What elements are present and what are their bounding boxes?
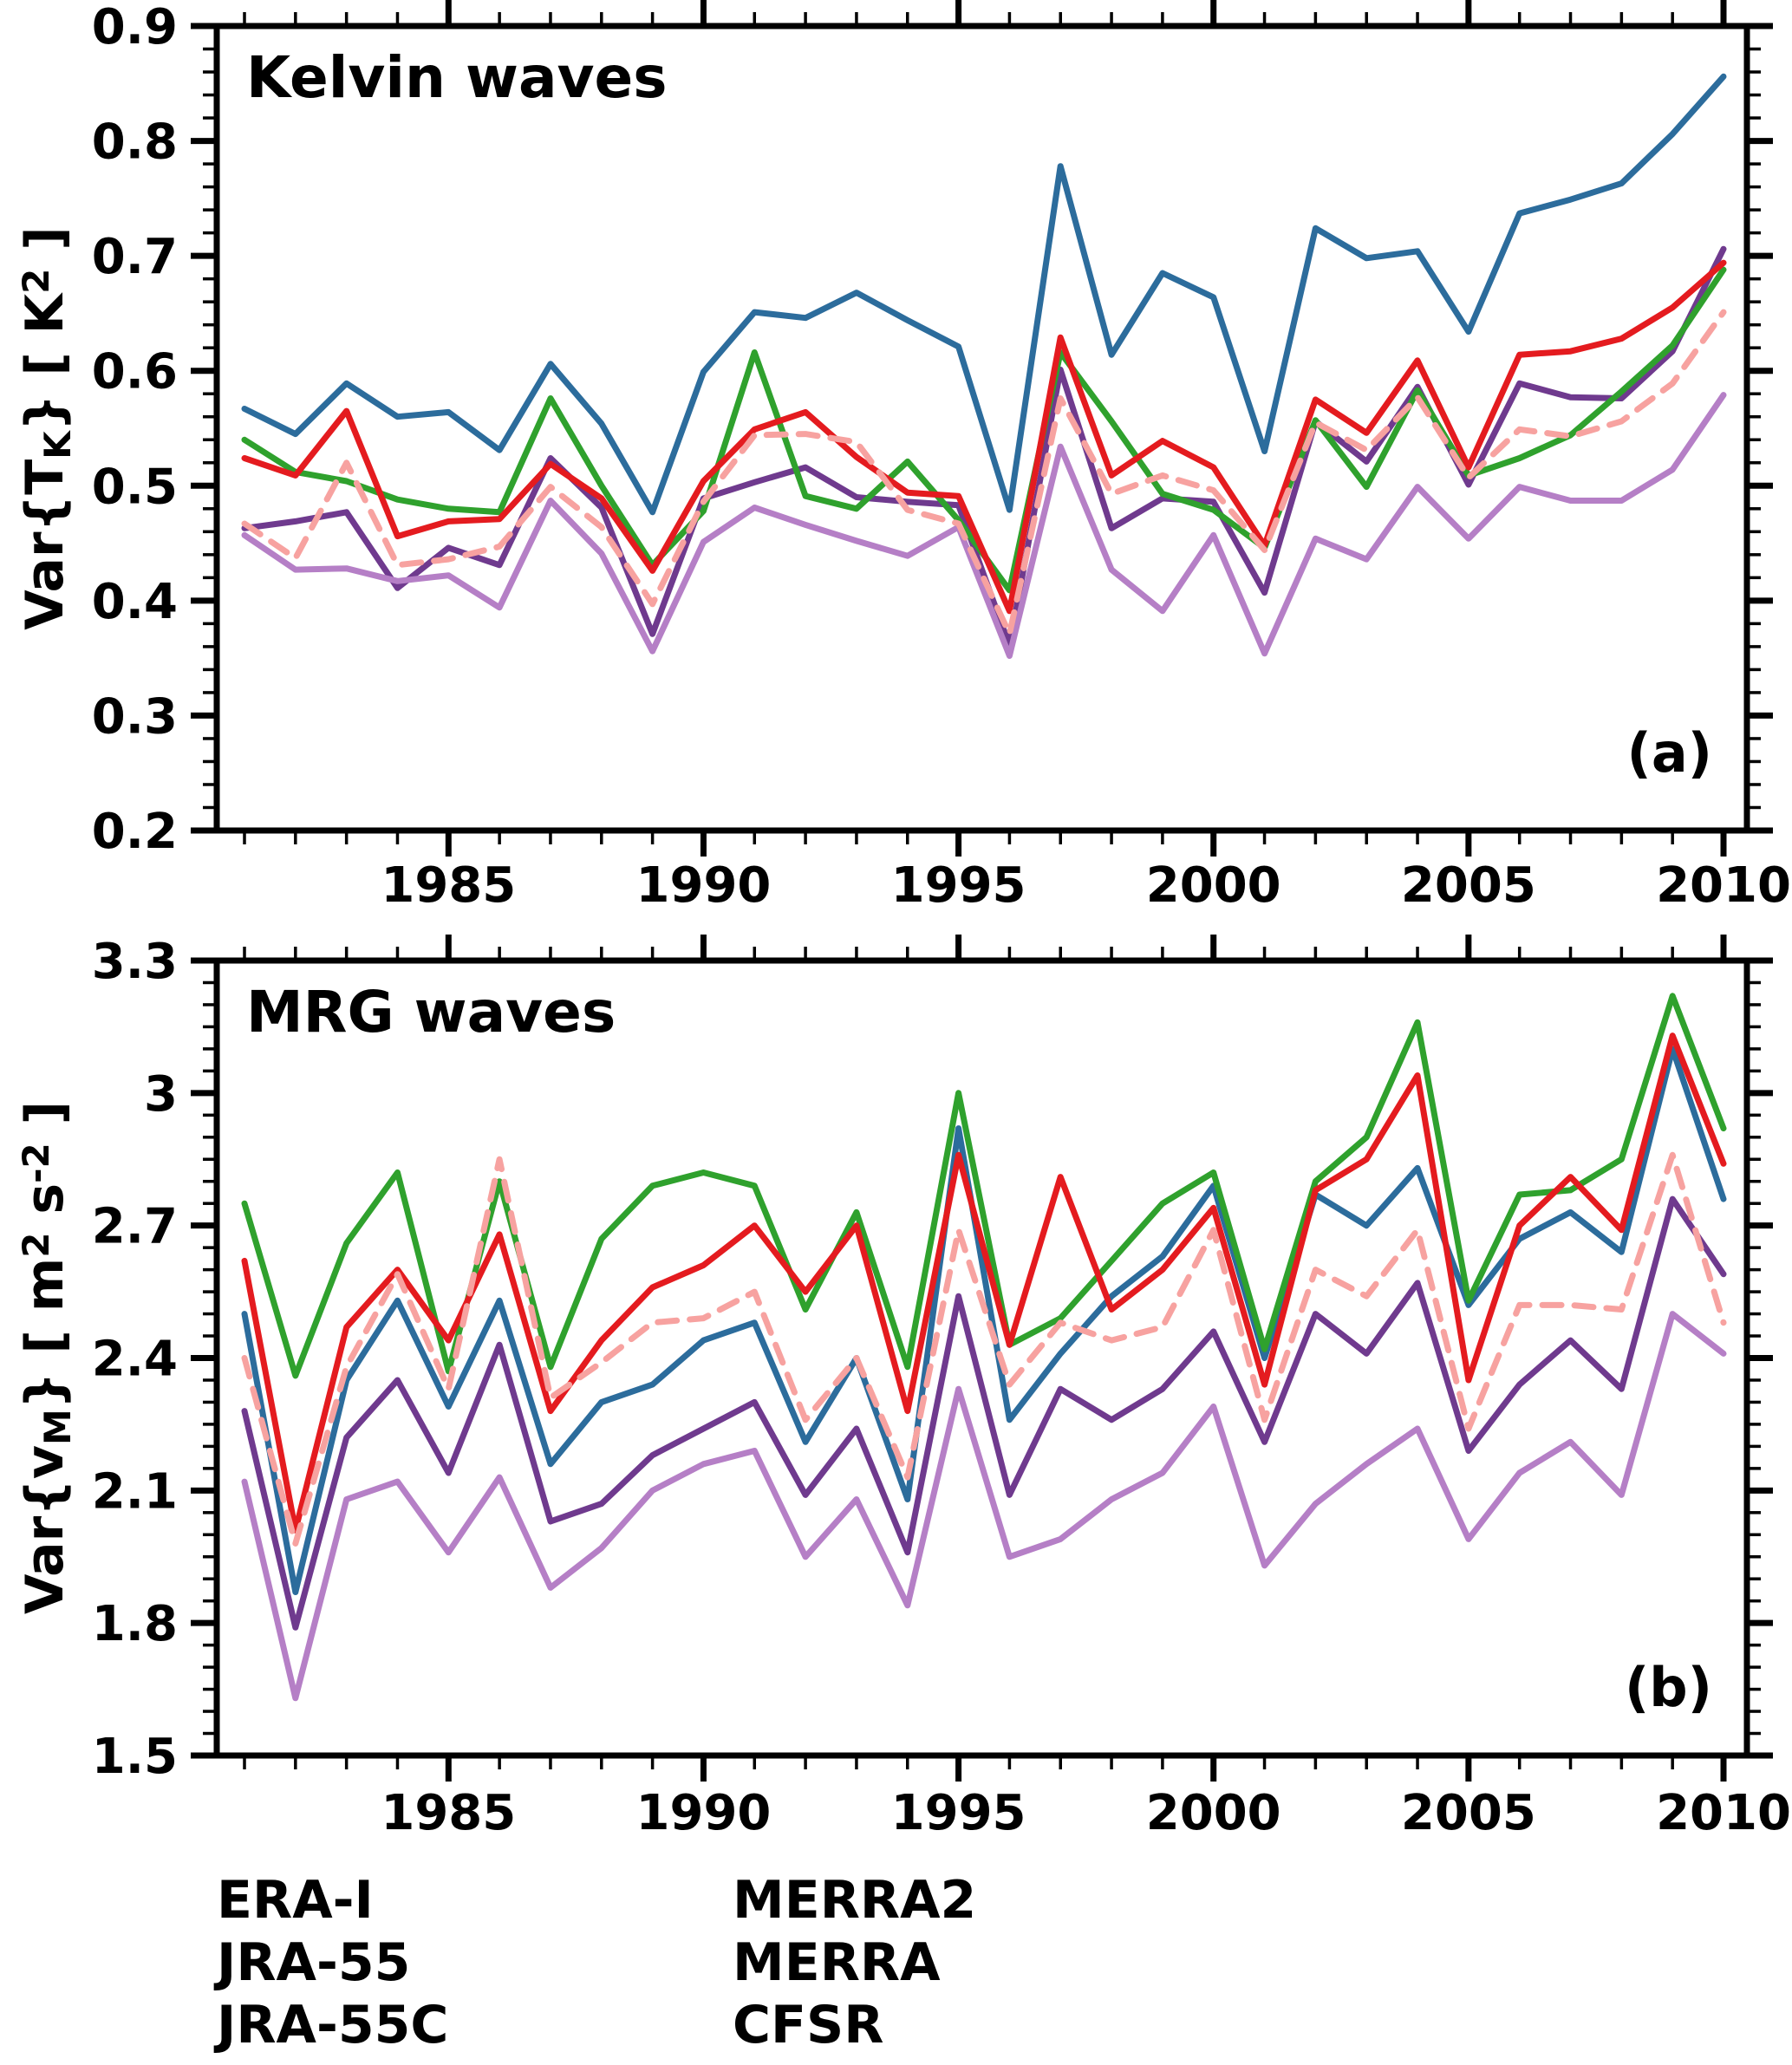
y-tick-label: 0.3 [92,688,178,745]
x-tick-label: 1995 [891,857,1026,914]
series-line-cfsr [241,993,1727,1379]
panel-b-y-tick-labels: 3.3 3 2.7 2.4 2.1 1.8 1.5 [92,934,178,1785]
panel-b-series [241,993,1727,1702]
x-tick-label: 2005 [1401,1785,1536,1841]
series-line-merra [241,309,1727,637]
y-tick-label: 0.4 [92,574,178,630]
y-tick-label: 0.5 [92,459,178,515]
x-tick-label: 2000 [1146,1785,1281,1841]
y-tick-label: 1.8 [92,1596,178,1652]
y-tick-label: 0.2 [92,804,178,860]
panel-a-y-tick-labels: 0.9 0.8 0.7 0.6 0.5 0.4 0.3 0.2 [92,0,178,860]
legend-item-jra-55: JRA-55 [213,1932,410,1993]
y-tick-label: 2.7 [92,1199,178,1255]
panel-a-series [241,73,1727,659]
panel-a-y-axis-label: Var{TK} [ K2 ] [15,226,79,629]
legend-item-jra-55c: JRA-55C [213,1995,448,2055]
series-line-merra2 [241,1032,1727,1534]
legend-item-cfsr: CFSR [733,1995,883,2055]
x-tick-label: 2005 [1401,857,1536,914]
x-tick-label: 1985 [381,1785,516,1841]
x-tick-label: 1990 [636,857,772,914]
panel-a-border [213,23,1750,834]
legend: ERA-I JRA-55 JRA-55C MERRA2 MERRA CFSR [213,1870,976,2055]
panel-a: Kelvin waves (a) Var{TK} [ K2 ] 1985 1990… [15,0,1791,914]
y-tick-label: 3 [144,1066,178,1123]
legend-item-era-i: ERA-I [217,1870,374,1931]
series-line-jra-55c [241,392,1727,659]
panel-a-title: Kelvin waves [246,44,668,111]
y-tick-label: 2.4 [92,1332,178,1388]
series-line-jra-55c [241,1311,1727,1702]
legend-item-merra: MERRA [733,1932,941,1993]
x-tick-label: 2000 [1146,857,1281,914]
x-tick-label: 1985 [381,857,516,914]
series-line-jra-55 [241,1195,1727,1631]
x-tick-label: 2010 [1656,857,1791,914]
y-tick-label: 1.5 [92,1729,178,1785]
y-tick-label: 2.1 [92,1463,178,1520]
panel-a-x-tick-labels: 1985 1990 1995 2000 2005 2010 [381,857,1791,914]
panel-a-corner-label: (a) [1626,721,1712,785]
series-line-era-i [241,73,1727,516]
panel-b-corner-label: (b) [1625,1656,1712,1719]
y-tick-label: 3.3 [92,934,178,990]
y-tick-label: 0.9 [92,0,178,55]
y-tick-label: 0.6 [92,344,178,401]
panel-b-x-tick-labels: 1985 1990 1995 2000 2005 2010 [381,1785,1791,1841]
series-line-era-i [241,1046,1727,1595]
panel-b: MRG waves (b) Var{vM} [ m2 s-2 ] 1985 199… [15,934,1791,1841]
panel-b-y-axis-label: Var{vM} [ m2 s-2 ] [15,1101,79,1614]
legend-item-merra2: MERRA2 [733,1870,976,1931]
x-tick-label: 1990 [636,1785,772,1841]
panel-b-border [213,957,1750,1759]
series-line-merra [241,1151,1727,1547]
series-line-merra2 [241,259,1727,615]
y-tick-label: 0.7 [92,229,178,285]
panel-b-title: MRG waves [246,979,616,1046]
x-tick-label: 1995 [891,1785,1026,1841]
y-tick-label: 0.8 [92,114,178,171]
x-tick-label: 2010 [1656,1785,1791,1841]
